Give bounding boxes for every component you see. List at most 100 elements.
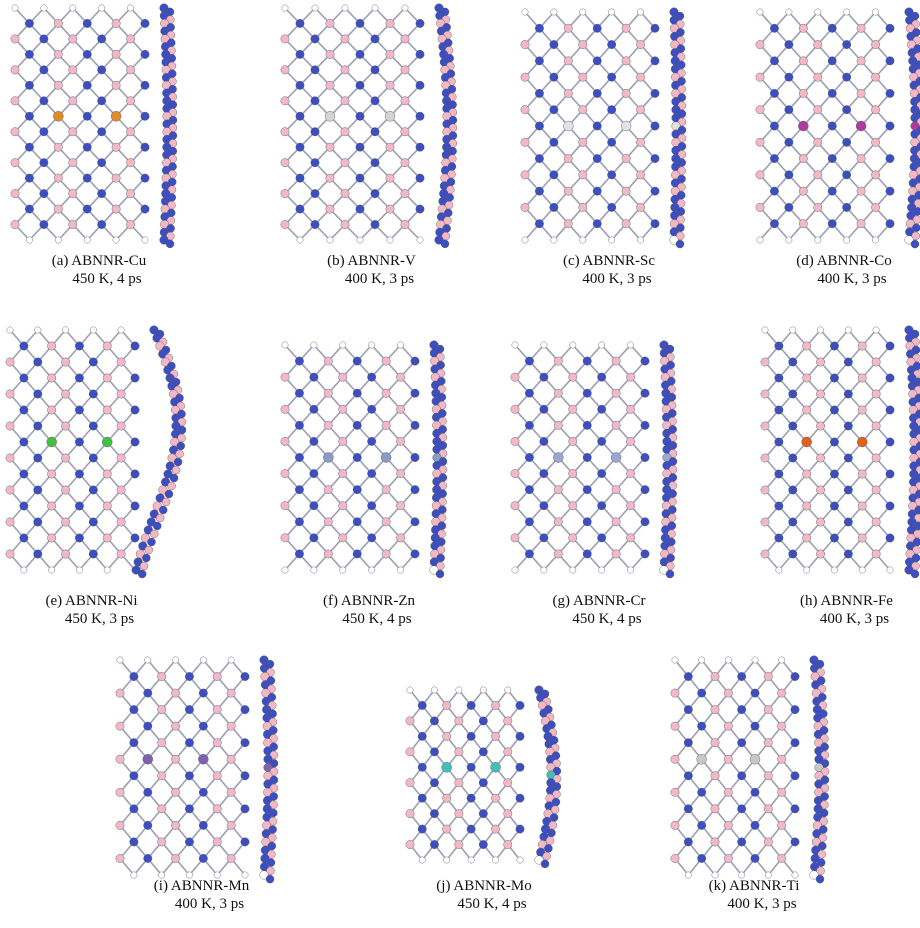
atom bbox=[479, 779, 487, 787]
side-atom bbox=[549, 821, 557, 829]
atom bbox=[583, 357, 591, 365]
atom bbox=[491, 825, 499, 833]
atom bbox=[724, 788, 732, 796]
atom bbox=[480, 687, 486, 693]
atom bbox=[367, 405, 375, 413]
atom bbox=[751, 722, 759, 730]
atom bbox=[372, 5, 378, 11]
atom bbox=[455, 748, 463, 756]
atom bbox=[550, 40, 558, 48]
panel-conditions: 400 K, 3 ps bbox=[345, 271, 414, 287]
atom bbox=[521, 203, 529, 211]
atom bbox=[40, 66, 48, 74]
atom bbox=[130, 805, 138, 813]
side-atom bbox=[156, 514, 164, 522]
atom bbox=[886, 470, 894, 478]
atom bbox=[622, 220, 630, 228]
atom bbox=[418, 732, 426, 740]
atom bbox=[157, 738, 165, 746]
atom bbox=[296, 174, 304, 182]
atom bbox=[213, 772, 221, 780]
atom bbox=[791, 672, 799, 680]
atom bbox=[871, 171, 879, 179]
atom bbox=[326, 174, 334, 182]
atom bbox=[570, 567, 576, 573]
atom bbox=[607, 40, 615, 48]
side-atom bbox=[147, 538, 155, 546]
atom bbox=[281, 189, 289, 197]
panel-caption: (g) ABNNR-Cr bbox=[553, 593, 646, 609]
atom bbox=[6, 422, 14, 430]
atom bbox=[725, 657, 731, 663]
atom bbox=[430, 779, 438, 787]
atom bbox=[814, 73, 822, 81]
atom bbox=[281, 437, 289, 445]
atom bbox=[597, 502, 605, 510]
atom bbox=[791, 838, 799, 846]
atom bbox=[102, 437, 112, 447]
atom bbox=[521, 73, 529, 81]
atom bbox=[89, 454, 97, 462]
side-atom bbox=[441, 240, 449, 248]
atom bbox=[830, 438, 838, 446]
atom bbox=[200, 657, 206, 663]
atom bbox=[281, 128, 289, 136]
atom bbox=[756, 138, 764, 146]
atom bbox=[185, 672, 193, 680]
atom bbox=[612, 357, 620, 365]
atom bbox=[382, 485, 390, 493]
atom bbox=[54, 19, 62, 27]
atom bbox=[517, 857, 523, 863]
atom bbox=[757, 237, 763, 243]
atom bbox=[371, 189, 379, 197]
atom bbox=[814, 40, 822, 48]
atom bbox=[816, 390, 824, 398]
atom bbox=[396, 469, 404, 477]
atom bbox=[817, 327, 823, 333]
atom bbox=[580, 237, 586, 243]
atom bbox=[281, 405, 289, 413]
atom bbox=[97, 220, 105, 228]
atom bbox=[103, 374, 111, 382]
atom bbox=[697, 689, 705, 697]
atom bbox=[341, 220, 349, 228]
atom bbox=[281, 373, 289, 381]
atom bbox=[550, 138, 558, 146]
atom bbox=[641, 518, 649, 526]
side-atom bbox=[162, 498, 170, 506]
atom bbox=[401, 128, 409, 136]
side-atom bbox=[174, 458, 182, 466]
atom bbox=[112, 50, 120, 58]
atom bbox=[117, 390, 125, 398]
atom bbox=[144, 821, 152, 829]
atom bbox=[569, 437, 577, 445]
atom bbox=[131, 872, 137, 878]
atom bbox=[97, 66, 105, 74]
atom bbox=[97, 189, 105, 197]
atom bbox=[356, 50, 364, 58]
atom bbox=[711, 772, 719, 780]
atom bbox=[117, 358, 125, 366]
atom bbox=[597, 437, 605, 445]
atom bbox=[61, 422, 69, 430]
atom bbox=[356, 143, 364, 151]
atom bbox=[416, 112, 424, 120]
atom bbox=[467, 825, 475, 833]
atom bbox=[636, 40, 644, 48]
atom bbox=[131, 406, 139, 414]
atom bbox=[799, 89, 807, 97]
atom bbox=[761, 486, 769, 494]
atom bbox=[789, 422, 797, 430]
atom bbox=[418, 701, 426, 709]
atom bbox=[607, 138, 615, 146]
atom bbox=[411, 389, 419, 397]
atom bbox=[522, 9, 528, 15]
atom bbox=[20, 502, 28, 510]
atom bbox=[636, 138, 644, 146]
atom bbox=[310, 373, 318, 381]
atom bbox=[844, 358, 852, 366]
atom bbox=[117, 422, 125, 430]
atom bbox=[401, 97, 409, 105]
atom bbox=[761, 454, 769, 462]
atom bbox=[371, 35, 379, 43]
